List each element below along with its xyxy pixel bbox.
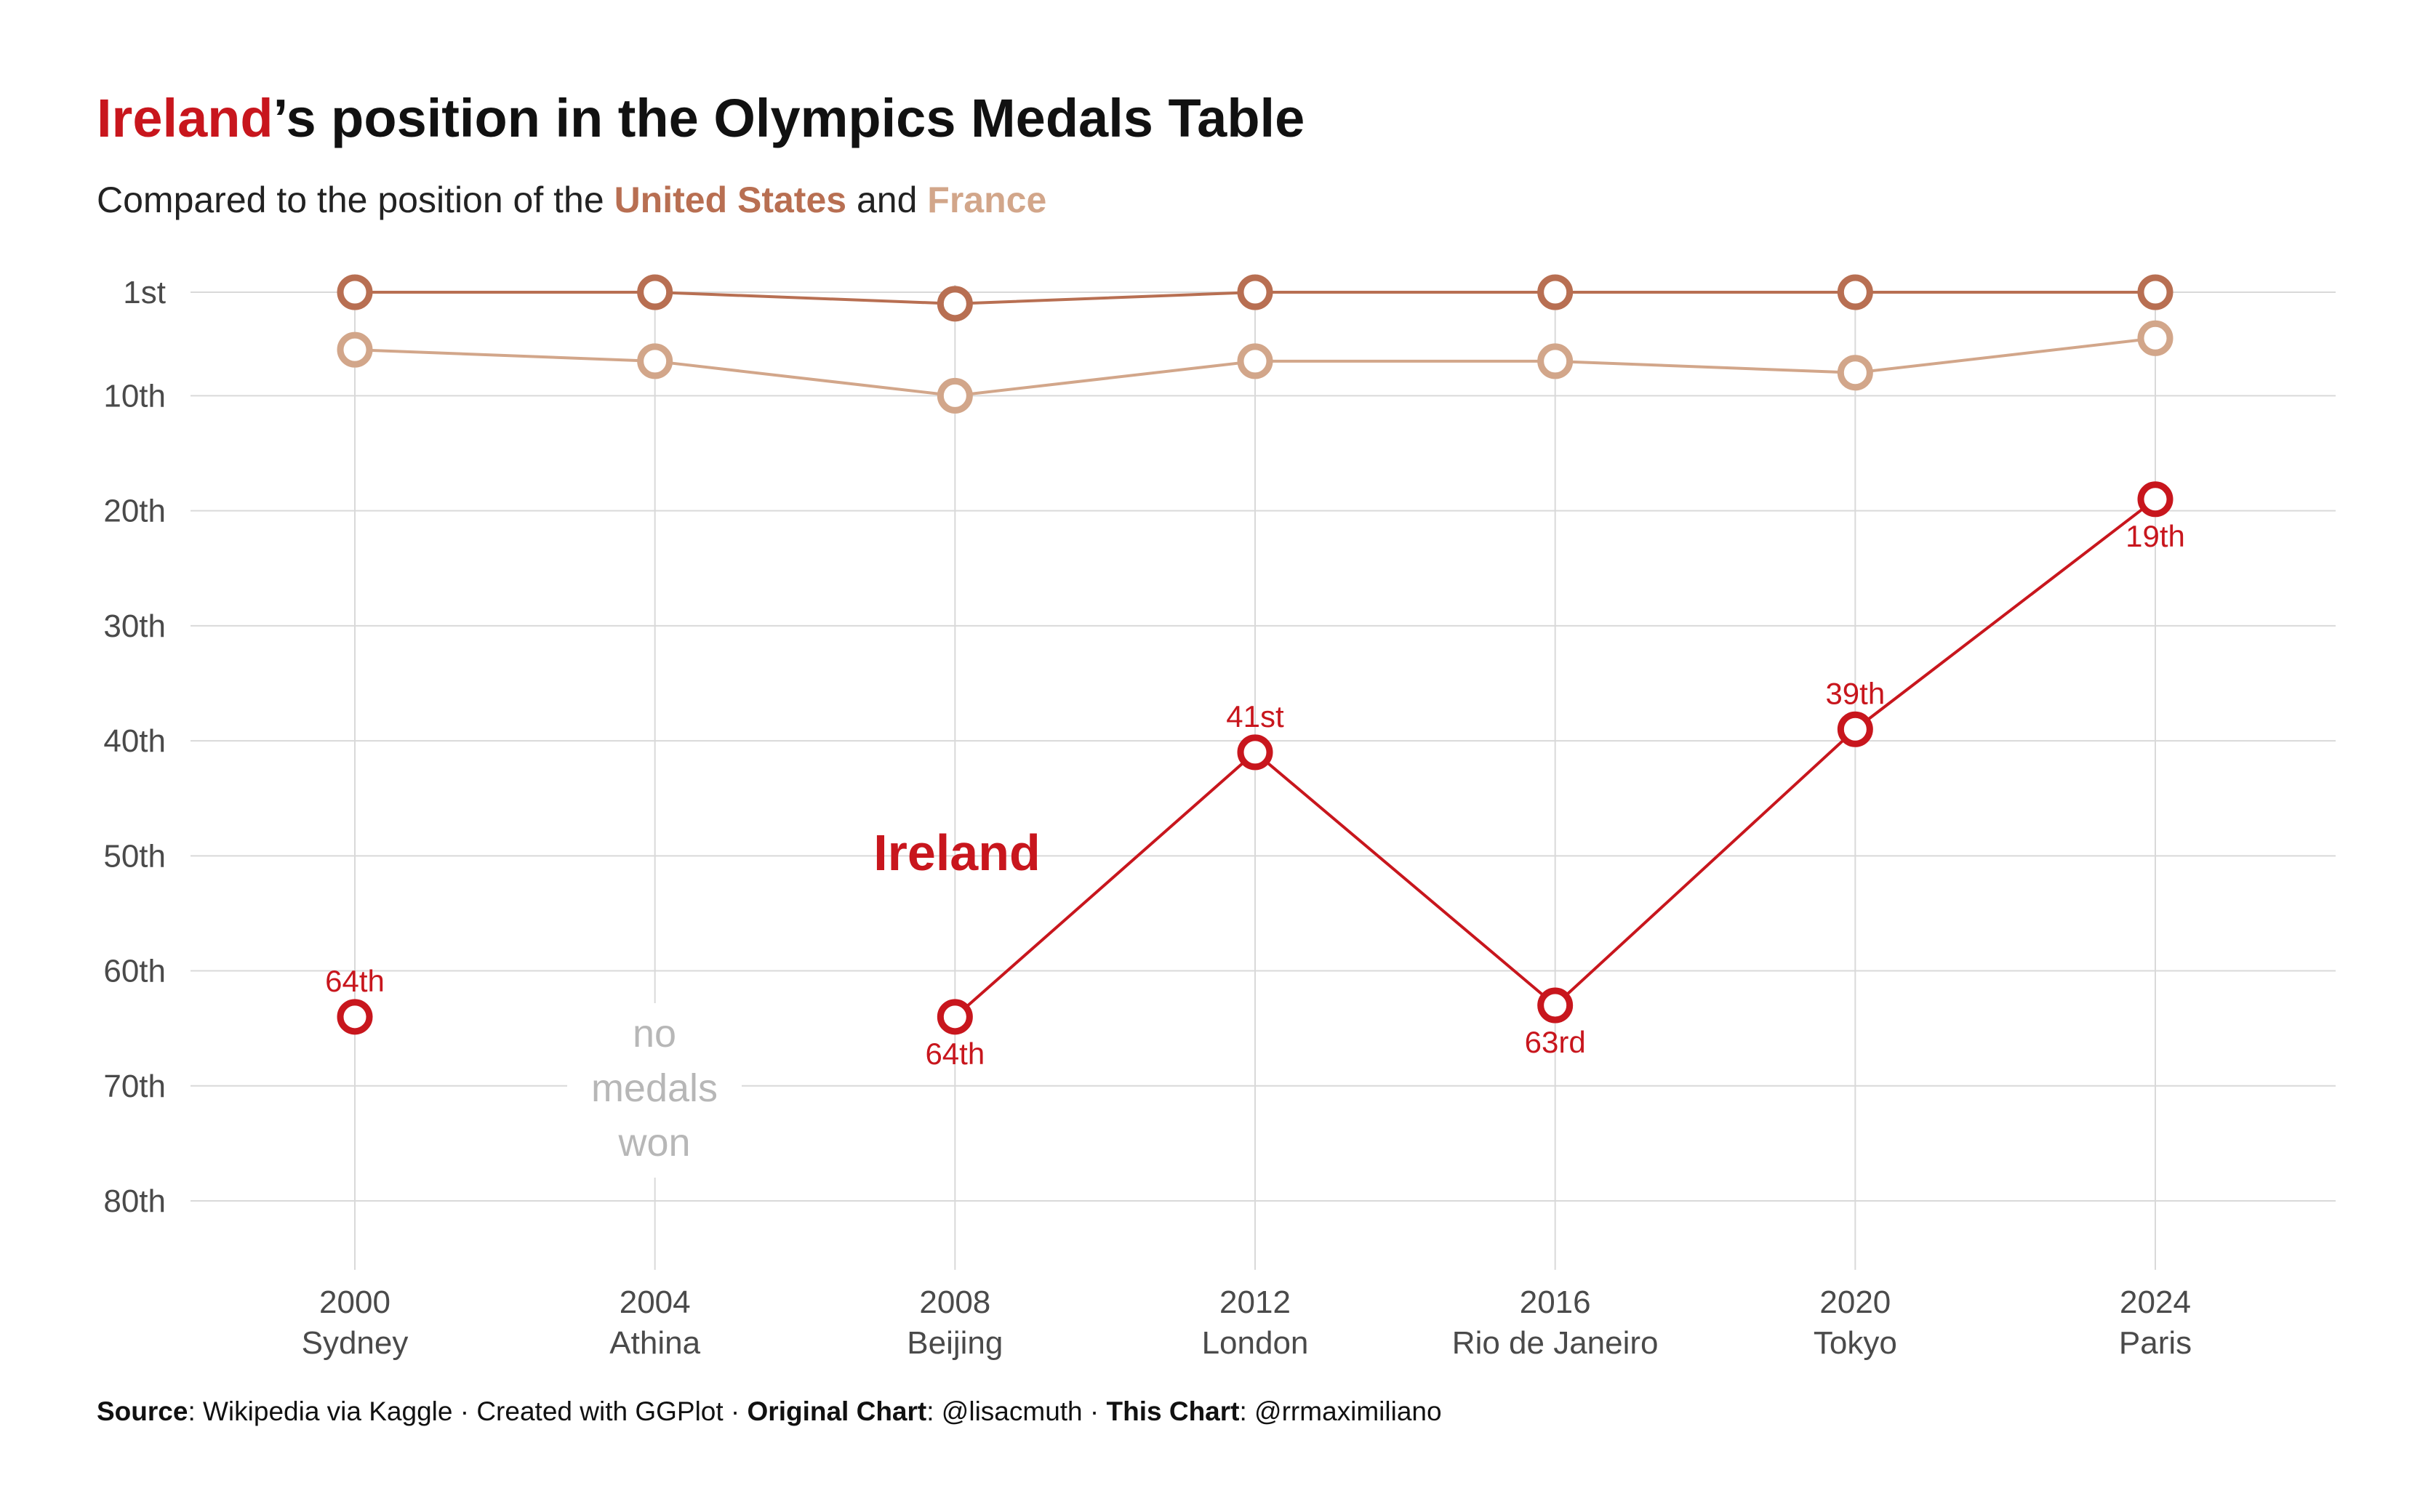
ireland-point xyxy=(1237,734,1273,771)
x-tick-year: 2020 xyxy=(1819,1284,1891,1320)
france-point xyxy=(1237,343,1273,379)
france-point xyxy=(937,377,973,414)
ireland-point xyxy=(2137,481,2173,518)
x-tick-city: Beijing xyxy=(907,1325,1003,1361)
ireland-point xyxy=(1537,987,1574,1024)
x-tick-year: 2008 xyxy=(919,1284,990,1320)
united-states-point xyxy=(1537,274,1574,310)
no-medals-line-3: won xyxy=(617,1121,690,1165)
svg-text:Source: Wikipedia via Kaggle ·: Source: Wikipedia via Kaggle · Created w… xyxy=(97,1396,1442,1426)
subtitle-pre: Compared to the position of the xyxy=(97,180,614,220)
x-tick-year: 2024 xyxy=(2120,1284,2191,1320)
x-tick-city: Tokyo xyxy=(1814,1325,1897,1361)
france-point xyxy=(637,343,673,379)
svg-text:Ireland’s position in the Olym: Ireland’s position in the Olympics Medal… xyxy=(97,88,1305,148)
series-layer: 64th 64th 41st 63rd 39th 19th xyxy=(325,274,2185,1071)
x-tick-city: Paris xyxy=(2119,1325,2192,1361)
y-tick-label: 40th xyxy=(103,723,166,759)
ireland-data-label: 39th xyxy=(1825,676,1885,710)
ireland-point xyxy=(1837,711,1873,747)
y-tick-label: 10th xyxy=(103,378,166,414)
ireland-data-label: 63rd xyxy=(1525,1025,1586,1059)
no-medals-line-1: no xyxy=(633,1012,676,1055)
y-tick-label: 70th xyxy=(103,1069,166,1104)
y-axis: 1st 10th 20th 30th 40th 50th 60th 70th 80th xyxy=(103,275,166,1219)
y-tick-label: 80th xyxy=(103,1183,166,1219)
title-highlight: Ireland xyxy=(97,88,273,148)
x-tick-year: 2016 xyxy=(1520,1284,1591,1320)
series-united-states xyxy=(337,274,2173,322)
y-tick-label: 1st xyxy=(123,275,166,310)
united-states-point xyxy=(2137,274,2173,310)
ireland-data-label: 64th xyxy=(325,964,385,998)
x-tick-city: Sydney xyxy=(302,1325,409,1361)
grid xyxy=(191,285,2336,1270)
x-tick-city: Rio de Janeiro xyxy=(1452,1325,1659,1361)
france-line-segment xyxy=(1553,359,1857,374)
no-medals-annotation: no medals won xyxy=(567,1003,742,1178)
x-tick-year: 2004 xyxy=(620,1284,691,1320)
france-point xyxy=(337,331,373,368)
subtitle-us: United States xyxy=(614,180,847,220)
caption-original-label: Original Chart xyxy=(748,1396,927,1426)
chart-subtitle: Compared to the position of the United S… xyxy=(97,180,1046,220)
france-point xyxy=(1837,355,1873,391)
united-states-point xyxy=(637,274,673,310)
title-rest: ’s position in the Olympics Medals Table xyxy=(273,88,1305,148)
svg-text:Compared to the position of th: Compared to the position of the United S… xyxy=(97,180,1046,220)
caption-source-label: Source xyxy=(97,1396,188,1426)
united-states-line-segment xyxy=(653,291,957,305)
x-tick-city: London xyxy=(1202,1325,1309,1361)
france-line-segment xyxy=(353,348,657,363)
france-line-segment xyxy=(1854,337,2157,374)
caption-this-text: : @rrmaximiliano xyxy=(1239,1396,1441,1426)
caption: Source: Wikipedia via Kaggle · Created w… xyxy=(97,1396,1442,1426)
chart-title: Ireland’s position in the Olympics Medal… xyxy=(97,88,1305,148)
ireland-line-segment xyxy=(1553,728,1857,1008)
x-tick-year: 2012 xyxy=(1219,1284,1291,1320)
caption-original-text: : @lisacmuth · xyxy=(926,1396,1106,1426)
series-france xyxy=(337,320,2173,414)
caption-source-text: : Wikipedia via Kaggle · Created with GG… xyxy=(188,1396,747,1426)
united-states-point xyxy=(337,274,373,310)
caption-this-label: This Chart xyxy=(1107,1396,1240,1426)
france-line-segment xyxy=(953,359,1257,398)
subtitle-mid: and xyxy=(846,180,927,220)
ireland-line-segment xyxy=(1254,750,1557,1008)
subtitle-france: France xyxy=(927,180,1046,220)
united-states-point xyxy=(937,286,973,322)
x-tick-city: Athina xyxy=(609,1325,700,1361)
france-point xyxy=(2137,320,2173,356)
united-states-point xyxy=(1237,274,1273,310)
no-medals-line-2: medals xyxy=(591,1066,718,1110)
united-states-point xyxy=(1837,274,1873,310)
y-tick-label: 20th xyxy=(103,494,166,529)
france-point xyxy=(1537,343,1574,379)
france-line-segment xyxy=(653,359,957,398)
ireland-data-label: 64th xyxy=(925,1037,985,1071)
ireland-line-segment xyxy=(953,750,1257,1018)
ireland-point xyxy=(937,999,973,1035)
y-tick-label: 30th xyxy=(103,608,166,644)
ireland-data-label: 19th xyxy=(2125,519,2185,553)
x-tick-year: 2000 xyxy=(319,1284,390,1320)
series-ireland: 64th 64th 41st 63rd 39th 19th xyxy=(325,481,2185,1071)
y-tick-label: 60th xyxy=(103,954,166,989)
y-tick-label: 50th xyxy=(103,838,166,874)
united-states-line-segment xyxy=(953,291,1257,305)
ireland-point xyxy=(337,999,373,1035)
x-axis: 2000 Sydney 2004 Athina 2008 Beijing 2012 Londo… xyxy=(302,1284,2192,1361)
ireland-data-label: 41st xyxy=(1226,699,1284,733)
ireland-series-label: Ireland xyxy=(873,824,1041,881)
ireland-line-segment xyxy=(1854,497,2157,731)
